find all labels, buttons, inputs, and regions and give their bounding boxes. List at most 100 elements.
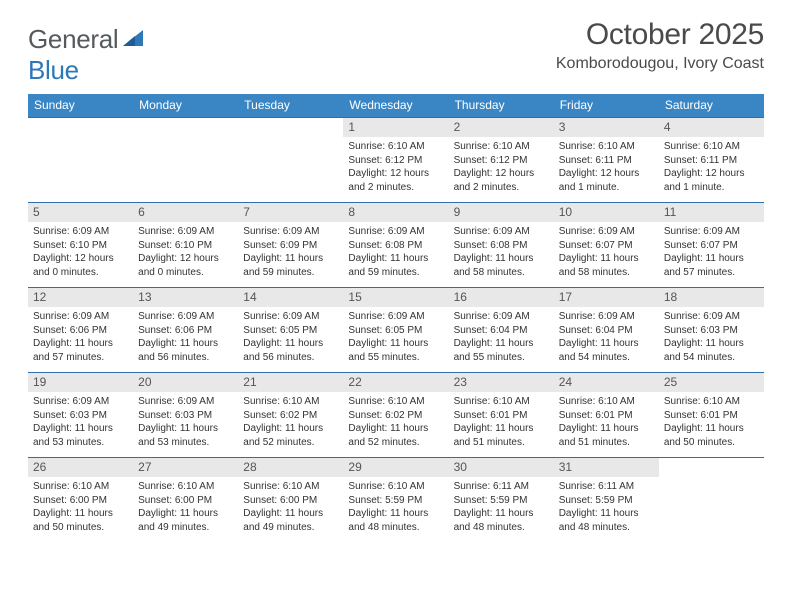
- day-body: Sunrise: 6:11 AMSunset: 5:59 PMDaylight:…: [449, 477, 554, 542]
- day-body: Sunrise: 6:09 AMSunset: 6:05 PMDaylight:…: [238, 307, 343, 372]
- day-line: Sunset: 6:09 PM: [243, 239, 338, 253]
- day-line: Sunrise: 6:09 AM: [454, 225, 549, 239]
- day-line: Daylight: 11 hours: [33, 507, 128, 521]
- day-number: 31: [554, 458, 659, 477]
- calendar-cell: 27Sunrise: 6:10 AMSunset: 6:00 PMDayligh…: [133, 458, 238, 543]
- col-wednesday: Wednesday: [343, 94, 448, 118]
- day-line: Daylight: 11 hours: [138, 507, 233, 521]
- day-line: and 56 minutes.: [243, 351, 338, 365]
- calendar-cell: 19Sunrise: 6:09 AMSunset: 6:03 PMDayligh…: [28, 373, 133, 458]
- header-row: General Blue October 2025 Komborodougou,…: [28, 18, 764, 86]
- day-body: Sunrise: 6:09 AMSunset: 6:08 PMDaylight:…: [449, 222, 554, 287]
- calendar-cell: 21Sunrise: 6:10 AMSunset: 6:02 PMDayligh…: [238, 373, 343, 458]
- day-line: and 51 minutes.: [559, 436, 654, 450]
- calendar-cell: [133, 118, 238, 203]
- day-line: and 48 minutes.: [559, 521, 654, 535]
- day-line: Sunset: 6:03 PM: [33, 409, 128, 423]
- day-line: and 49 minutes.: [138, 521, 233, 535]
- day-line: and 53 minutes.: [138, 436, 233, 450]
- day-line: and 51 minutes.: [454, 436, 549, 450]
- day-line: Daylight: 11 hours: [33, 422, 128, 436]
- day-line: Sunrise: 6:09 AM: [454, 310, 549, 324]
- day-line: Sunrise: 6:11 AM: [454, 480, 549, 494]
- day-line: and 59 minutes.: [243, 266, 338, 280]
- calendar-cell: 30Sunrise: 6:11 AMSunset: 5:59 PMDayligh…: [449, 458, 554, 543]
- day-line: Daylight: 11 hours: [664, 422, 759, 436]
- day-line: and 56 minutes.: [138, 351, 233, 365]
- calendar-cell: 2Sunrise: 6:10 AMSunset: 6:12 PMDaylight…: [449, 118, 554, 203]
- calendar-cell: 20Sunrise: 6:09 AMSunset: 6:03 PMDayligh…: [133, 373, 238, 458]
- calendar-body: 1Sunrise: 6:10 AMSunset: 6:12 PMDaylight…: [28, 118, 764, 543]
- day-line: Sunrise: 6:09 AM: [138, 225, 233, 239]
- calendar-cell: 4Sunrise: 6:10 AMSunset: 6:11 PMDaylight…: [659, 118, 764, 203]
- day-body: Sunrise: 6:09 AMSunset: 6:09 PMDaylight:…: [238, 222, 343, 287]
- col-thursday: Thursday: [449, 94, 554, 118]
- day-number: 14: [238, 288, 343, 307]
- day-number: 17: [554, 288, 659, 307]
- day-line: Sunset: 5:59 PM: [348, 494, 443, 508]
- logo-text-2: Blue: [28, 55, 79, 85]
- day-line: and 0 minutes.: [33, 266, 128, 280]
- day-line: Sunset: 6:01 PM: [664, 409, 759, 423]
- day-line: Sunset: 6:11 PM: [559, 154, 654, 168]
- day-number: 24: [554, 373, 659, 392]
- day-line: and 1 minute.: [559, 181, 654, 195]
- day-line: and 58 minutes.: [559, 266, 654, 280]
- day-body: Sunrise: 6:09 AMSunset: 6:07 PMDaylight:…: [554, 222, 659, 287]
- day-line: and 55 minutes.: [454, 351, 549, 365]
- day-line: Sunset: 6:02 PM: [243, 409, 338, 423]
- day-body: Sunrise: 6:09 AMSunset: 6:03 PMDaylight:…: [659, 307, 764, 372]
- calendar-week-row: 12Sunrise: 6:09 AMSunset: 6:06 PMDayligh…: [28, 288, 764, 373]
- calendar-cell: 12Sunrise: 6:09 AMSunset: 6:06 PMDayligh…: [28, 288, 133, 373]
- day-line: Sunset: 6:03 PM: [664, 324, 759, 338]
- day-number: 10: [554, 203, 659, 222]
- day-line: Daylight: 12 hours: [138, 252, 233, 266]
- day-line: Sunset: 6:01 PM: [454, 409, 549, 423]
- day-line: Sunset: 6:12 PM: [348, 154, 443, 168]
- day-line: Sunrise: 6:09 AM: [243, 225, 338, 239]
- day-number: 13: [133, 288, 238, 307]
- calendar-cell: 18Sunrise: 6:09 AMSunset: 6:03 PMDayligh…: [659, 288, 764, 373]
- day-body: Sunrise: 6:09 AMSunset: 6:04 PMDaylight:…: [449, 307, 554, 372]
- day-line: Daylight: 11 hours: [138, 337, 233, 351]
- day-body: Sunrise: 6:10 AMSunset: 6:01 PMDaylight:…: [449, 392, 554, 457]
- day-line: and 2 minutes.: [348, 181, 443, 195]
- day-line: Daylight: 11 hours: [138, 422, 233, 436]
- calendar-cell: 29Sunrise: 6:10 AMSunset: 5:59 PMDayligh…: [343, 458, 448, 543]
- day-body: Sunrise: 6:09 AMSunset: 6:06 PMDaylight:…: [133, 307, 238, 372]
- day-body: Sunrise: 6:10 AMSunset: 6:11 PMDaylight:…: [659, 137, 764, 202]
- calendar-cell: 3Sunrise: 6:10 AMSunset: 6:11 PMDaylight…: [554, 118, 659, 203]
- day-number: 1: [343, 118, 448, 137]
- day-body: Sunrise: 6:09 AMSunset: 6:08 PMDaylight:…: [343, 222, 448, 287]
- day-line: Sunrise: 6:10 AM: [138, 480, 233, 494]
- calendar-cell: 17Sunrise: 6:09 AMSunset: 6:04 PMDayligh…: [554, 288, 659, 373]
- day-line: Sunrise: 6:09 AM: [664, 225, 759, 239]
- day-line: Sunrise: 6:11 AM: [559, 480, 654, 494]
- calendar-cell: 16Sunrise: 6:09 AMSunset: 6:04 PMDayligh…: [449, 288, 554, 373]
- day-number: 2: [449, 118, 554, 137]
- day-line: and 58 minutes.: [454, 266, 549, 280]
- day-line: Sunset: 5:59 PM: [454, 494, 549, 508]
- calendar-cell: 11Sunrise: 6:09 AMSunset: 6:07 PMDayligh…: [659, 203, 764, 288]
- logo-text: General Blue: [28, 24, 145, 86]
- day-line: Sunrise: 6:10 AM: [664, 140, 759, 154]
- day-line: and 57 minutes.: [664, 266, 759, 280]
- day-body: Sunrise: 6:10 AMSunset: 6:12 PMDaylight:…: [343, 137, 448, 202]
- day-line: Sunset: 6:02 PM: [348, 409, 443, 423]
- day-line: Sunrise: 6:09 AM: [243, 310, 338, 324]
- day-line: Sunrise: 6:10 AM: [33, 480, 128, 494]
- day-line: Sunset: 6:06 PM: [33, 324, 128, 338]
- day-line: and 54 minutes.: [559, 351, 654, 365]
- calendar-cell: 25Sunrise: 6:10 AMSunset: 6:01 PMDayligh…: [659, 373, 764, 458]
- day-line: Sunrise: 6:09 AM: [664, 310, 759, 324]
- day-line: Sunset: 6:06 PM: [138, 324, 233, 338]
- day-line: Sunrise: 6:10 AM: [664, 395, 759, 409]
- calendar-cell: 26Sunrise: 6:10 AMSunset: 6:00 PMDayligh…: [28, 458, 133, 543]
- col-saturday: Saturday: [659, 94, 764, 118]
- day-body: [133, 122, 238, 178]
- day-line: Sunset: 6:10 PM: [33, 239, 128, 253]
- day-line: Daylight: 11 hours: [454, 337, 549, 351]
- day-body: [28, 122, 133, 178]
- day-line: Sunrise: 6:10 AM: [348, 480, 443, 494]
- day-line: Sunrise: 6:09 AM: [138, 395, 233, 409]
